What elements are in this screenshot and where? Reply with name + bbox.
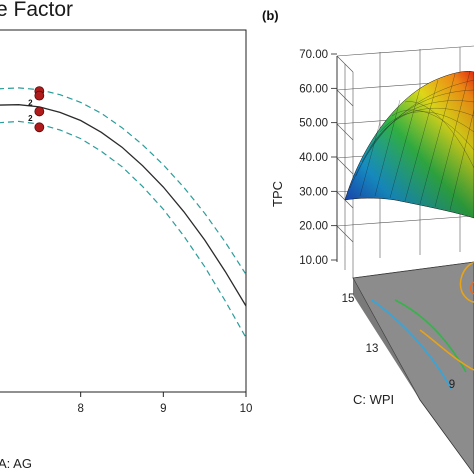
floor-grid (352, 261, 474, 401)
z-tick-label: 40.00 (299, 152, 328, 164)
data-point (34, 90, 45, 101)
x-tick-label: 8 (77, 403, 83, 415)
data-point (34, 122, 45, 133)
z-tick-label: 30.00 (299, 186, 328, 198)
fit-line (0, 104, 247, 307)
x-axis-label: A: AG (0, 456, 32, 471)
z-axis: 10.00 20.00 30.00 40.00 50.00 60.00 70.00 (299, 49, 337, 267)
replicate-label: 2 (28, 114, 33, 123)
z-tick-label: 60.00 (299, 83, 328, 95)
z-axis-label: TPC (270, 181, 285, 207)
panel-b: (b) (262, 8, 474, 474)
data-point (34, 106, 45, 117)
data-points (34, 86, 45, 133)
replicate-label: 2 (28, 98, 33, 107)
contour-lines (371, 261, 474, 391)
plot-frame (0, 29, 247, 393)
chart-title: e Factor (0, 0, 73, 21)
z-tick-label: 70.00 (299, 49, 328, 61)
y-tick-label: 13 (366, 343, 379, 355)
contour-floor (352, 261, 474, 474)
x-tick-label: 10 (240, 403, 253, 415)
z-tick-label: 20.00 (299, 221, 328, 233)
z-tick-label: 50.00 (299, 118, 328, 130)
x-tick-label: 9 (160, 403, 166, 415)
surface-shading (345, 71, 474, 218)
panel-a: e Factor 8 9 10 22 A: AG (0, 0, 252, 471)
ci-lower-line (0, 120, 247, 338)
y-tick-label: 15 (342, 293, 355, 305)
surface-mesh (349, 70, 474, 211)
panel-label-b: (b) (262, 8, 279, 23)
z-tick-label: 10.00 (299, 255, 328, 267)
y-axis: 15 13 9 (342, 293, 456, 391)
replicate-labels: 22 (28, 98, 33, 123)
y-axis-label: C: WPI (353, 392, 394, 407)
x-axis: 8 9 10 (77, 392, 252, 415)
y-tick-label: 9 (449, 379, 455, 391)
